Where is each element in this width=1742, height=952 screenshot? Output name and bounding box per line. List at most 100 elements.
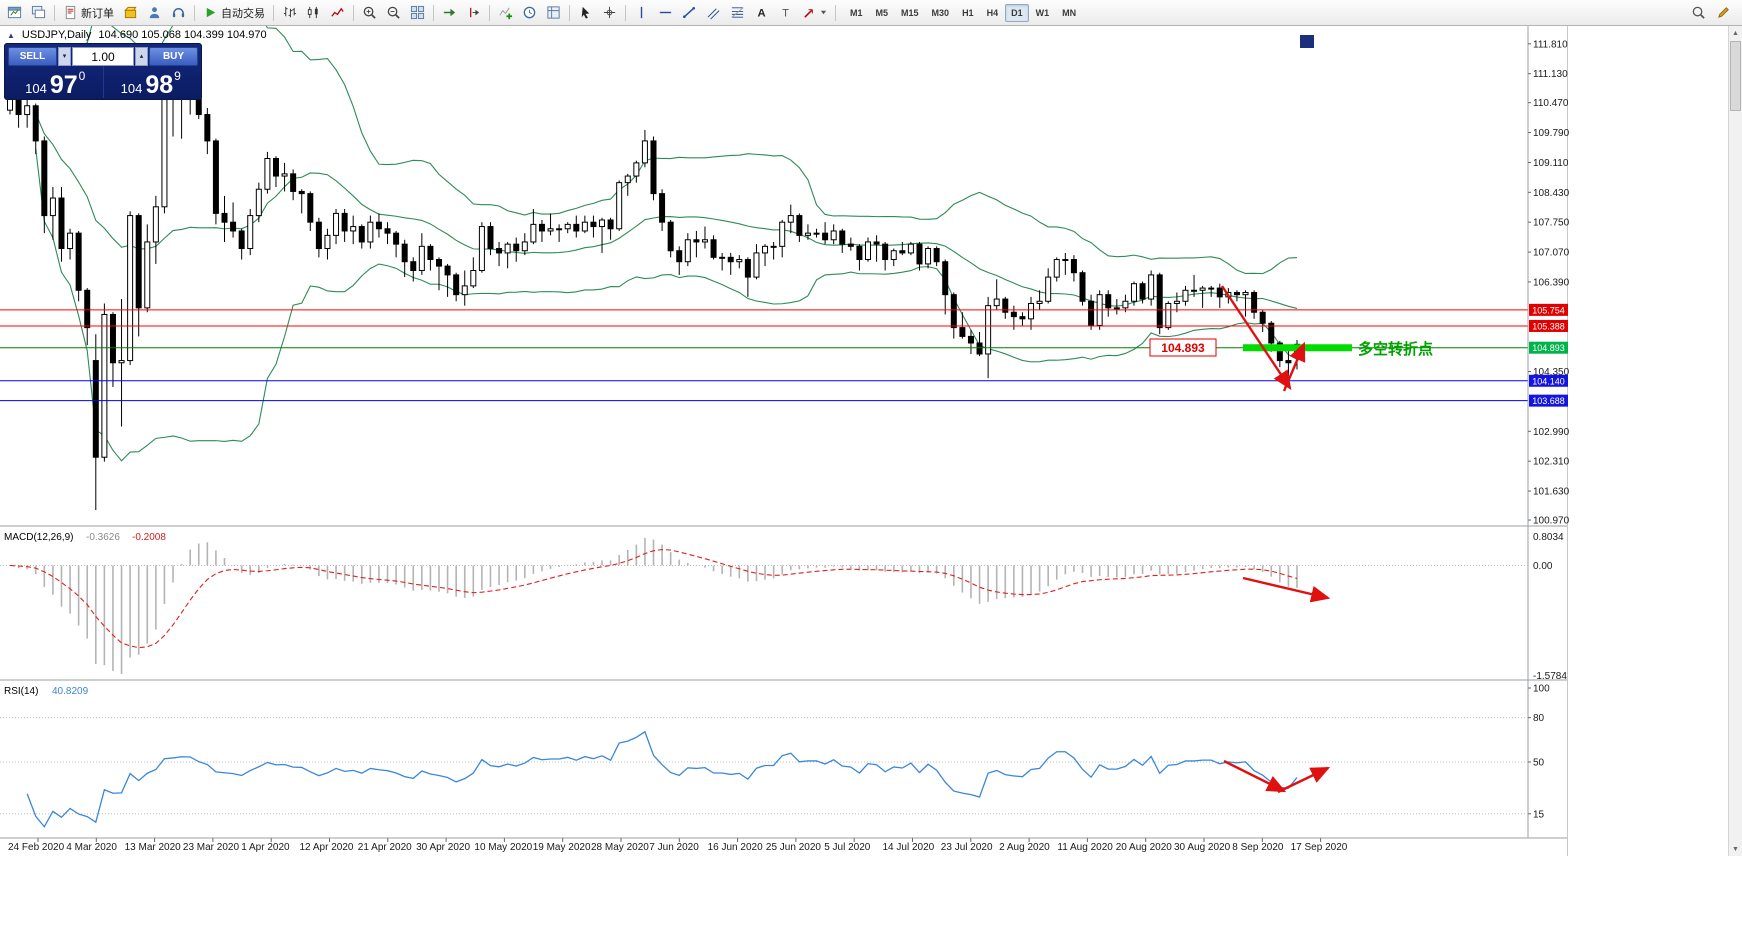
user-icon xyxy=(149,7,160,19)
price-chart-canvas[interactable]: 111.810 111.130 110.470 109.790 109.110 108.4… xyxy=(0,26,1572,856)
auto-scroll-button[interactable] xyxy=(438,2,461,23)
new-chart-button[interactable] xyxy=(3,2,26,23)
svg-text:108.430: 108.430 xyxy=(1533,188,1570,199)
scroll-up-button[interactable]: ▲ xyxy=(1732,29,1739,37)
svg-text:105.388: 105.388 xyxy=(1532,321,1565,331)
text-t-icon: T xyxy=(782,7,789,19)
account-button[interactable] xyxy=(143,2,166,23)
svg-text:10 May 2020: 10 May 2020 xyxy=(474,842,532,853)
svg-text:23 Mar 2020: 23 Mar 2020 xyxy=(183,842,240,853)
scroll-down-button[interactable]: ▼ xyxy=(1732,845,1739,853)
collapse-panel-icon[interactable]: ▲ xyxy=(7,30,15,40)
fibonacci-tool[interactable] xyxy=(726,2,749,23)
zoom-in-button[interactable] xyxy=(358,2,381,23)
chart-shift-button[interactable] xyxy=(462,2,485,23)
lot-size-input[interactable] xyxy=(72,47,134,66)
label-tool[interactable]: T xyxy=(774,2,797,23)
svg-text:107.750: 107.750 xyxy=(1533,218,1570,229)
svg-text:0.8034: 0.8034 xyxy=(1533,532,1564,543)
svg-text:MACD(12,26,9): MACD(12,26,9) xyxy=(4,532,73,543)
headset-icon xyxy=(172,8,185,18)
vertical-line-tool[interactable] xyxy=(630,2,653,23)
timeframe-d1-button[interactable]: D1 xyxy=(1005,3,1029,22)
buy-button[interactable]: BUY xyxy=(149,47,198,66)
timeframe-m15-button[interactable]: M15 xyxy=(895,4,925,22)
tile-windows-icon xyxy=(410,5,425,20)
toolbar-separator xyxy=(433,4,434,21)
svg-text:100.970: 100.970 xyxy=(1533,516,1570,527)
buy-price-big: 98 xyxy=(145,71,174,99)
autotrading-button[interactable]: 自动交易 xyxy=(199,2,269,23)
timeframe-w1-button[interactable]: W1 xyxy=(1030,4,1056,22)
package-icon xyxy=(124,6,137,19)
cursor-icon xyxy=(581,6,590,19)
svg-text:8 Sep 2020: 8 Sep 2020 xyxy=(1232,842,1284,853)
sell-price-button[interactable]: 104 97 0 xyxy=(8,66,103,98)
svg-text:100: 100 xyxy=(1533,684,1550,695)
horizontal-line-tool[interactable] xyxy=(654,2,677,23)
support-button[interactable] xyxy=(167,2,190,23)
pencil-icon xyxy=(1718,7,1729,18)
ohlc-values: 104.690 105.068 104.399 104.970 xyxy=(98,29,267,41)
svg-text:20 Aug 2020: 20 Aug 2020 xyxy=(1116,842,1173,853)
svg-text:RSI(14): RSI(14) xyxy=(4,686,38,697)
svg-text:30 Aug 2020: 30 Aug 2020 xyxy=(1174,842,1231,853)
new-order-button[interactable]: 新订单 xyxy=(59,2,118,23)
svg-text:109.110: 109.110 xyxy=(1533,158,1569,169)
indicators-button[interactable] xyxy=(494,2,517,23)
svg-text:110.470: 110.470 xyxy=(1533,98,1569,109)
svg-text:25 Jun 2020: 25 Jun 2020 xyxy=(766,842,821,853)
deposit-button[interactable] xyxy=(119,2,142,23)
ohlc-bars-icon xyxy=(283,6,297,18)
periods-button[interactable] xyxy=(518,2,541,23)
zoom-out-button[interactable] xyxy=(382,2,405,23)
lot-decrease-button[interactable]: ▾ xyxy=(58,47,71,66)
svg-text:-0.2008: -0.2008 xyxy=(132,532,166,543)
workspace-scrollbar[interactable]: ▲ ▼ xyxy=(1728,26,1742,856)
svg-text:104.893: 104.893 xyxy=(1532,343,1565,353)
vertical-line-icon xyxy=(640,6,643,19)
timeframe-h1-button[interactable]: H1 xyxy=(956,4,980,22)
line-chart-button[interactable] xyxy=(326,2,349,23)
svg-text:14 Jul 2020: 14 Jul 2020 xyxy=(883,842,935,853)
svg-text:2 Aug 2020: 2 Aug 2020 xyxy=(999,842,1050,853)
candlestick-chart-button[interactable] xyxy=(302,2,325,23)
cursor-button[interactable] xyxy=(574,2,597,23)
profiles-button[interactable] xyxy=(27,2,50,23)
timeframe-m1-button[interactable]: M1 xyxy=(844,4,869,22)
svg-text:104.350: 104.350 xyxy=(1533,367,1570,378)
zoom-out-icon xyxy=(387,6,400,19)
sell-button[interactable]: SELL xyxy=(8,47,57,66)
trendline-tool[interactable] xyxy=(678,2,701,23)
toolbar-separator xyxy=(353,4,354,21)
svg-text:109.790: 109.790 xyxy=(1533,128,1570,139)
buy-price-button[interactable]: 104 98 9 xyxy=(102,66,199,99)
bar-chart-button[interactable] xyxy=(278,2,301,23)
svg-text:28 May 2020: 28 May 2020 xyxy=(591,842,649,853)
line-chart-icon xyxy=(331,7,344,17)
chevron-down-icon xyxy=(820,10,827,15)
scrollbar-thumb[interactable] xyxy=(1730,41,1741,111)
svg-text:A: A xyxy=(757,7,765,19)
svg-text:-1.5784: -1.5784 xyxy=(1533,671,1567,682)
feedback-button[interactable] xyxy=(1712,2,1735,23)
timeframe-m30-button[interactable]: M30 xyxy=(926,4,956,22)
search-button[interactable] xyxy=(1687,2,1710,23)
svg-text:11 Aug 2020: 11 Aug 2020 xyxy=(1057,842,1113,853)
tile-windows-button[interactable] xyxy=(406,2,429,23)
timeframe-m5-button[interactable]: M5 xyxy=(870,4,895,22)
timeframe-h4-button[interactable]: H4 xyxy=(981,4,1005,22)
svg-text:111.130: 111.130 xyxy=(1533,69,1568,80)
toolbar-separator xyxy=(625,4,626,21)
template-icon xyxy=(547,6,560,19)
sell-price-pip: 0 xyxy=(78,69,86,83)
toolbar-separator xyxy=(835,4,836,21)
lot-increase-button[interactable]: ▴ xyxy=(135,47,148,66)
arrows-tool[interactable] xyxy=(798,2,831,23)
text-tool[interactable]: A xyxy=(750,2,773,23)
crosshair-button[interactable] xyxy=(598,2,621,23)
channel-tool[interactable] xyxy=(702,2,725,23)
templates-button[interactable] xyxy=(542,2,565,23)
indicators-plus-icon xyxy=(499,7,513,20)
timeframe-mn-button[interactable]: MN xyxy=(1056,4,1082,22)
